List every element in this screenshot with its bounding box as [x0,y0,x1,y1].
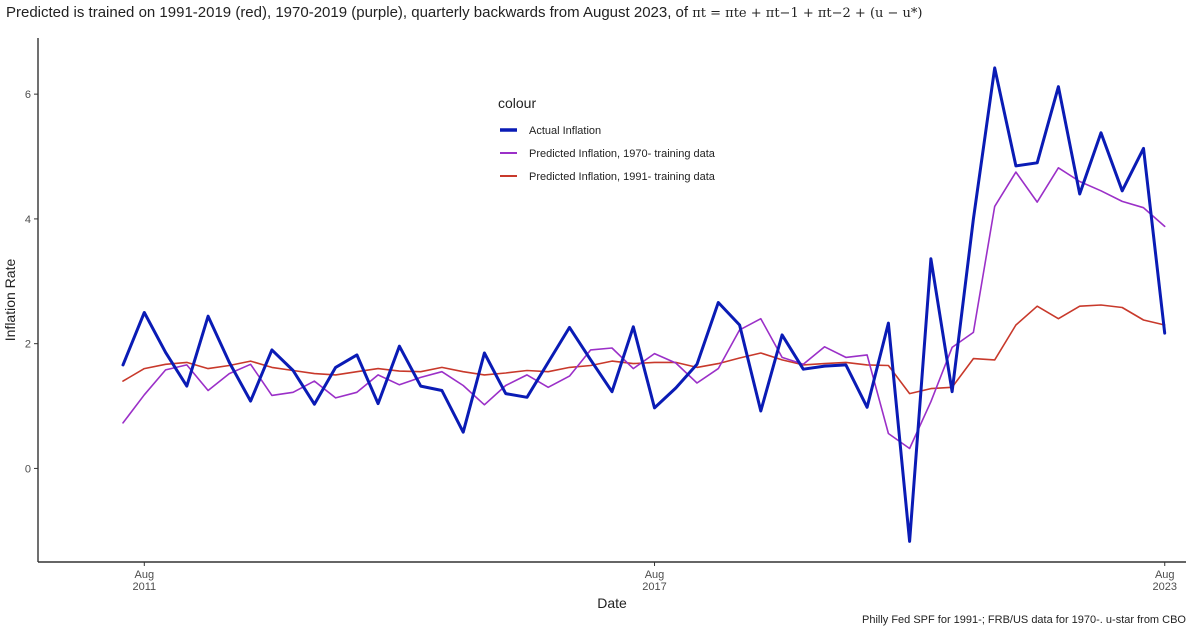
series-line-3 [122,304,1166,395]
x-tick-label: Aug 2011 [132,569,156,593]
series-line-2 [122,167,1166,450]
legend-label-2: Predicted Inflation, 1970- training data [529,148,716,160]
chart-title: Predicted is trained on 1991-2019 (red),… [6,4,923,21]
chart-axes: 0 2 4 6 Aug 2011 Aug 2017 Aug 2023 Date Inflation R… [2,38,1186,611]
y-tick-label: 0 [25,463,31,475]
chart-legend: colour Actual Inflation Predicted Inflatio… [498,95,716,183]
chart-title-text: Predicted is trained on 1991-2019 (red),… [6,4,689,21]
chart-caption: Philly Fed SPF for 1991-; FRB/US data fo… [861,614,1186,626]
legend-label-1: Actual Inflation [529,125,601,137]
x-tick-label: Aug 2023 [1152,569,1176,593]
chart-title-formula: πt = πte + πt−1 + πt−2 + (u − u*) [692,6,923,21]
y-tick-label: 2 [25,339,31,351]
y-axis-title: Inflation Rate [2,259,18,342]
series-line-1 [121,66,1167,543]
x-axis-title: Date [597,595,627,611]
chart-series-lines [121,66,1167,543]
y-tick-label: 4 [25,214,31,226]
y-tick-label: 6 [25,89,31,101]
legend-label-3: Predicted Inflation, 1991- training data [529,171,716,183]
x-tick-label: Aug 2017 [642,569,666,593]
legend-title: colour [498,95,536,111]
